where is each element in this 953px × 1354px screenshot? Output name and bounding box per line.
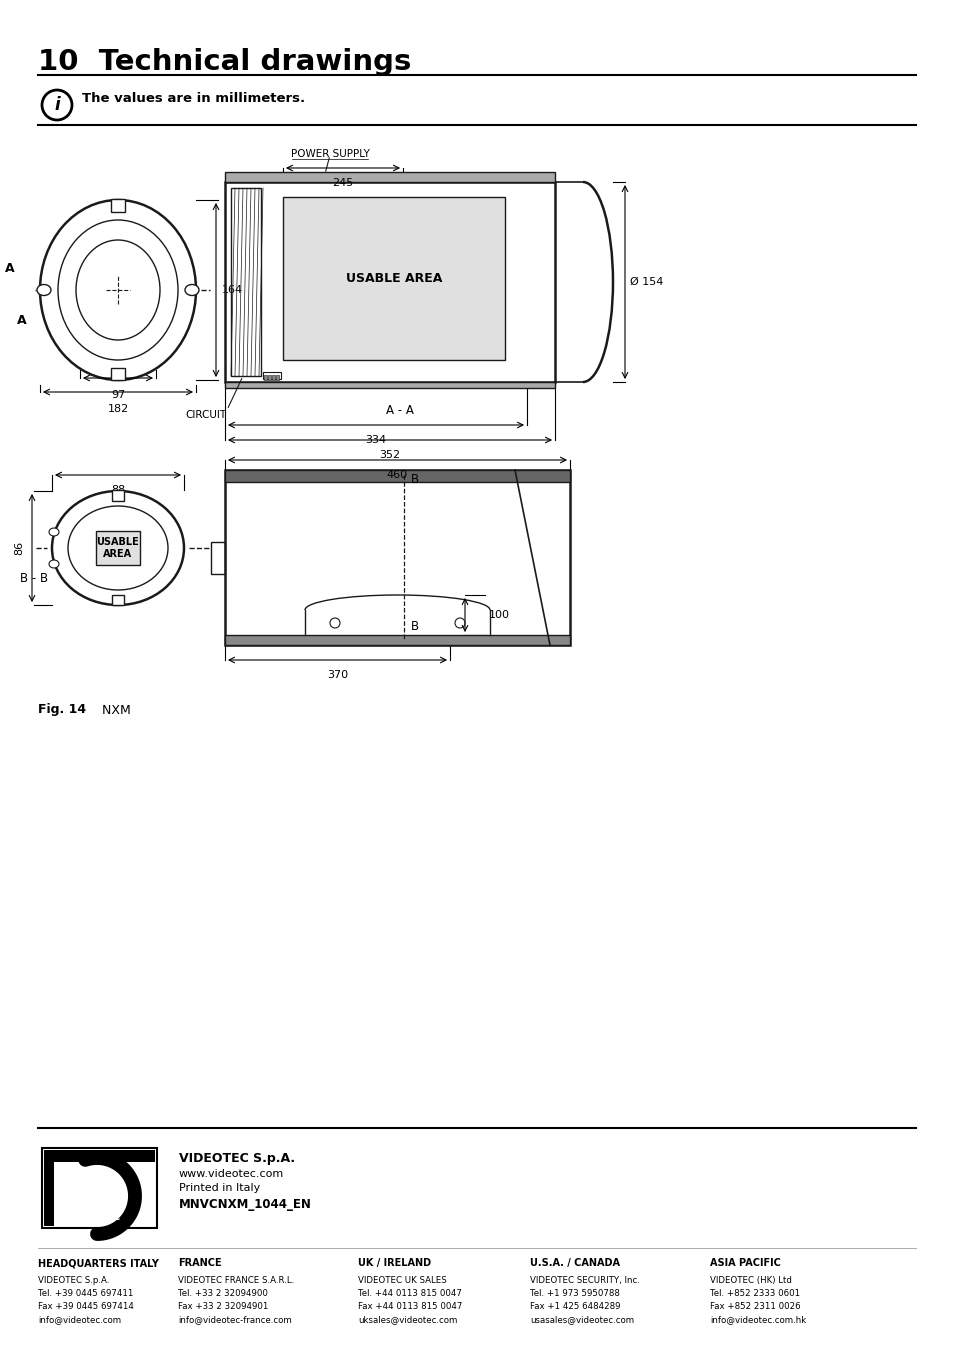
Text: Tel. +44 0113 815 0047: Tel. +44 0113 815 0047 xyxy=(357,1289,461,1298)
Text: ASIA PACIFIC: ASIA PACIFIC xyxy=(709,1258,781,1267)
Text: VIDEOTEC (HK) Ltd: VIDEOTEC (HK) Ltd xyxy=(709,1275,791,1285)
Text: www.videotec.com: www.videotec.com xyxy=(179,1169,284,1179)
Bar xyxy=(275,375,278,380)
Text: 164: 164 xyxy=(222,284,243,295)
Text: VIDEOTEC S.p.A.: VIDEOTEC S.p.A. xyxy=(179,1152,294,1164)
Text: The values are in millimeters.: The values are in millimeters. xyxy=(82,92,305,104)
Text: VIDEOTEC: VIDEOTEC xyxy=(78,1213,121,1223)
Text: UK / IRELAND: UK / IRELAND xyxy=(357,1258,431,1267)
Bar xyxy=(225,172,555,181)
Text: 86: 86 xyxy=(14,542,24,555)
Text: Tel. +1 973 5950788: Tel. +1 973 5950788 xyxy=(530,1289,619,1298)
Text: 245: 245 xyxy=(332,177,354,188)
Text: usasales@videotec.com: usasales@videotec.com xyxy=(530,1315,634,1324)
Text: USABLE AREA: USABLE AREA xyxy=(345,272,442,284)
Text: VIDEOTEC UK SALES: VIDEOTEC UK SALES xyxy=(357,1275,446,1285)
Bar xyxy=(264,375,267,380)
Ellipse shape xyxy=(37,284,51,295)
Bar xyxy=(225,635,569,645)
Text: Fax +852 2311 0026: Fax +852 2311 0026 xyxy=(709,1303,800,1311)
Text: MNVCNXM_1044_EN: MNVCNXM_1044_EN xyxy=(179,1198,312,1210)
Bar xyxy=(96,531,140,565)
Text: 460: 460 xyxy=(387,470,408,481)
Text: CIRCUIT: CIRCUIT xyxy=(185,410,226,420)
Bar xyxy=(42,1148,157,1228)
Bar xyxy=(111,368,125,380)
Text: info@videotec-france.com: info@videotec-france.com xyxy=(178,1315,292,1324)
Text: VIDEOTEC S.p.A.: VIDEOTEC S.p.A. xyxy=(38,1275,110,1285)
Bar xyxy=(263,372,281,379)
Text: 88: 88 xyxy=(111,485,125,496)
Text: 334: 334 xyxy=(365,435,386,445)
Bar xyxy=(112,594,124,605)
Text: Printed in Italy: Printed in Italy xyxy=(179,1183,260,1193)
Bar xyxy=(111,199,125,213)
Text: Fax +1 425 6484289: Fax +1 425 6484289 xyxy=(530,1303,619,1311)
Text: FRANCE: FRANCE xyxy=(178,1258,221,1267)
Bar xyxy=(225,382,555,389)
Bar xyxy=(283,196,504,360)
Text: NXM: NXM xyxy=(90,704,131,716)
Ellipse shape xyxy=(49,561,59,567)
Text: Fax +33 2 32094901: Fax +33 2 32094901 xyxy=(178,1303,268,1311)
Text: 370: 370 xyxy=(327,670,348,680)
Ellipse shape xyxy=(185,284,199,295)
Bar xyxy=(231,188,261,376)
Text: Ø 154: Ø 154 xyxy=(629,278,662,287)
Text: VIDEOTEC SECURITY, Inc.: VIDEOTEC SECURITY, Inc. xyxy=(530,1275,639,1285)
Text: 182: 182 xyxy=(108,403,129,414)
Text: 97: 97 xyxy=(111,390,125,399)
Bar xyxy=(54,1150,154,1162)
Text: Tel. +852 2333 0601: Tel. +852 2333 0601 xyxy=(709,1289,800,1298)
Text: B - B: B - B xyxy=(20,571,48,585)
Text: HEADQUARTERS ITALY: HEADQUARTERS ITALY xyxy=(38,1258,159,1267)
Text: info@videotec.com: info@videotec.com xyxy=(38,1315,121,1324)
Text: 352: 352 xyxy=(379,450,400,460)
Text: A: A xyxy=(17,314,27,326)
Text: POWER SUPPLY: POWER SUPPLY xyxy=(291,149,369,158)
Bar xyxy=(225,181,555,382)
Bar xyxy=(272,375,274,380)
Text: i: i xyxy=(54,96,60,114)
Text: 10  Technical drawings: 10 Technical drawings xyxy=(38,47,411,76)
Text: VIDEOTEC FRANCE S.A.R.L.: VIDEOTEC FRANCE S.A.R.L. xyxy=(178,1275,294,1285)
Text: U.S.A. / CANADA: U.S.A. / CANADA xyxy=(530,1258,619,1267)
Ellipse shape xyxy=(49,528,59,536)
Bar xyxy=(225,470,569,645)
Text: USABLE
AREA: USABLE AREA xyxy=(96,536,139,559)
Text: 100: 100 xyxy=(489,611,510,620)
Bar xyxy=(211,542,225,574)
Text: Fax +44 0113 815 0047: Fax +44 0113 815 0047 xyxy=(357,1303,462,1311)
Text: Fig. 14: Fig. 14 xyxy=(38,704,86,716)
Bar xyxy=(225,470,569,482)
Text: Fax +39 0445 697414: Fax +39 0445 697414 xyxy=(38,1303,133,1311)
Text: A - A: A - A xyxy=(386,403,414,417)
Text: uksales@videotec.com: uksales@videotec.com xyxy=(357,1315,456,1324)
Bar xyxy=(112,490,124,501)
Text: Tel. +33 2 32094900: Tel. +33 2 32094900 xyxy=(178,1289,268,1298)
Text: B: B xyxy=(410,473,418,486)
Text: info@videotec.com.hk: info@videotec.com.hk xyxy=(709,1315,805,1324)
Text: B: B xyxy=(410,620,418,634)
Bar xyxy=(44,1150,54,1225)
Bar xyxy=(268,375,271,380)
Text: A: A xyxy=(5,261,15,275)
Text: Tel. +39 0445 697411: Tel. +39 0445 697411 xyxy=(38,1289,133,1298)
